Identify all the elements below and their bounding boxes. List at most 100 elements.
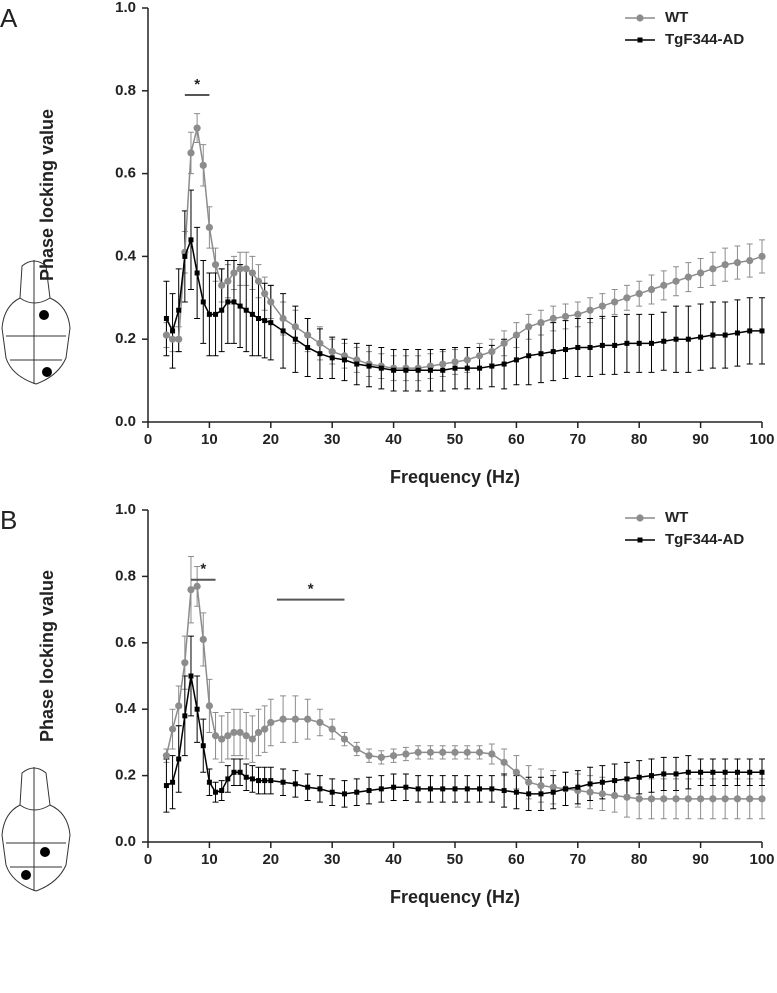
marker [317, 786, 323, 792]
marker [378, 786, 384, 792]
marker [525, 323, 533, 331]
legend-label: TgF344-AD [665, 31, 744, 48]
marker [575, 344, 581, 350]
marker [684, 273, 692, 281]
y-axis-label: Phase locking value [37, 570, 57, 742]
marker [175, 335, 183, 343]
y-tick-label: 1.0 [115, 501, 136, 518]
x-tick-label: 80 [631, 851, 648, 868]
marker [463, 748, 471, 756]
marker [267, 298, 275, 306]
marker [193, 124, 201, 132]
marker [587, 781, 593, 787]
marker [635, 290, 643, 298]
marker [709, 265, 717, 273]
marker [304, 715, 312, 723]
x-tick-label: 90 [692, 851, 709, 868]
marker [354, 361, 360, 367]
marker [170, 328, 176, 334]
marker [414, 748, 422, 756]
marker [489, 786, 495, 792]
x-tick-label: 20 [262, 431, 279, 448]
marker [598, 790, 606, 798]
marker [211, 261, 220, 269]
marker [599, 342, 605, 348]
marker [199, 635, 207, 644]
marker [538, 791, 544, 797]
marker [746, 795, 754, 803]
brain-outline [1, 260, 71, 385]
marker [500, 758, 508, 766]
marker [170, 779, 176, 785]
x-tick-label: 40 [385, 851, 402, 868]
marker [176, 307, 182, 313]
marker [452, 365, 458, 371]
marker [501, 788, 507, 794]
marker [660, 281, 668, 289]
y-tick-label: 0.4 [115, 700, 137, 717]
marker [218, 735, 226, 743]
marker [176, 756, 182, 762]
marker [316, 718, 324, 727]
marker [390, 752, 398, 760]
x-tick-label: 70 [569, 851, 586, 868]
marker [758, 252, 766, 260]
marker [587, 344, 593, 350]
marker [213, 311, 219, 317]
y-tick-label: 0.2 [115, 767, 136, 784]
marker [341, 357, 347, 363]
marker [611, 298, 619, 306]
marker [710, 769, 716, 775]
marker [193, 582, 201, 590]
marker [697, 795, 705, 803]
marker [684, 795, 692, 803]
marker [219, 788, 225, 794]
marker [328, 348, 336, 356]
marker [648, 340, 654, 346]
marker [236, 265, 244, 273]
marker [316, 339, 324, 347]
marker [698, 334, 704, 340]
marker [648, 773, 654, 779]
marker [205, 702, 213, 710]
marker [550, 789, 556, 795]
marker [500, 339, 508, 347]
x-tick-label: 20 [262, 851, 279, 868]
marker [168, 725, 177, 733]
marker [734, 330, 740, 336]
legend-label: WT [665, 509, 688, 526]
marker [759, 328, 765, 334]
marker [537, 781, 545, 790]
marker [279, 314, 287, 323]
marker [279, 715, 287, 723]
marker [722, 769, 728, 775]
marker [710, 332, 716, 338]
marker [488, 750, 496, 758]
marker [574, 310, 582, 318]
marker [188, 673, 194, 679]
x-tick-label: 40 [385, 431, 402, 448]
marker [328, 725, 336, 733]
marker [163, 316, 169, 321]
x-tick-label: 30 [324, 431, 341, 448]
marker [698, 769, 704, 775]
marker [377, 753, 385, 761]
marker [291, 715, 299, 723]
marker [722, 332, 728, 338]
marker [427, 786, 433, 792]
marker [329, 355, 335, 361]
marker [538, 351, 544, 357]
marker [550, 349, 556, 355]
marker [254, 728, 263, 737]
series-line [166, 127, 763, 369]
marker [636, 774, 642, 780]
brain-lines [6, 260, 66, 384]
marker [415, 786, 421, 792]
x-tick-label: 30 [324, 851, 341, 868]
marker [734, 769, 740, 775]
marker [647, 795, 656, 803]
marker [163, 783, 169, 789]
legend-marker [636, 514, 644, 522]
x-tick-label: 80 [631, 431, 648, 448]
marker [464, 786, 470, 792]
